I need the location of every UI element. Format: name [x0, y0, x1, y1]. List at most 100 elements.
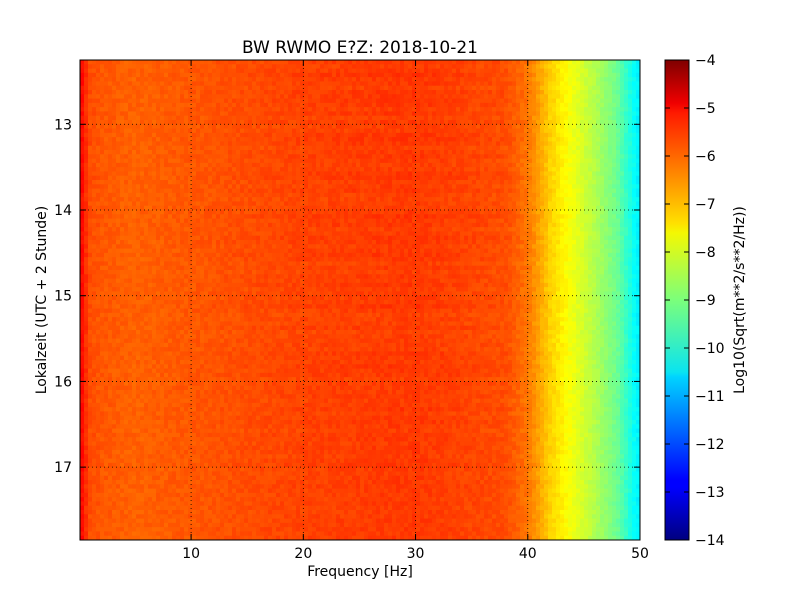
heatmap-cell [452, 146, 457, 151]
heatmap-cell [136, 146, 141, 151]
heatmap-cell [288, 124, 293, 129]
heatmap-cell [568, 73, 573, 78]
heatmap-cell [604, 73, 609, 78]
heatmap-cell [400, 81, 405, 86]
heatmap-cell [372, 201, 377, 206]
heatmap-cell [100, 180, 105, 185]
heatmap-cell [604, 176, 609, 181]
heatmap-cell [616, 129, 621, 134]
heatmap-cell [320, 210, 325, 215]
heatmap-cell [348, 133, 353, 138]
heatmap-cell [548, 81, 553, 86]
heatmap-cell [492, 141, 497, 146]
heatmap-cell [520, 150, 525, 155]
heatmap-cell [88, 60, 93, 65]
heatmap-cell [428, 129, 433, 134]
heatmap-cell [320, 94, 325, 99]
heatmap-cell [464, 103, 469, 108]
heatmap-cell [88, 94, 93, 99]
heatmap-cell [148, 86, 153, 91]
heatmap-cell [260, 86, 265, 91]
heatmap-cell [296, 94, 301, 99]
heatmap-cell [236, 184, 241, 189]
heatmap-cell [328, 73, 333, 78]
heatmap-cell [132, 193, 137, 198]
heatmap-cell [204, 193, 209, 198]
heatmap-cell [228, 150, 233, 155]
heatmap-cell [496, 81, 501, 86]
heatmap-cell [412, 141, 417, 146]
heatmap-cell [456, 146, 461, 151]
heatmap-cell [188, 210, 193, 215]
heatmap-cell [376, 193, 381, 198]
heatmap-cell [380, 137, 385, 142]
heatmap-cell [300, 90, 305, 95]
heatmap-cell [480, 193, 485, 198]
heatmap-cell [252, 197, 257, 202]
heatmap-cell [376, 210, 381, 215]
heatmap-cell [200, 193, 205, 198]
heatmap-cell [500, 90, 505, 95]
heatmap-cell [364, 107, 369, 112]
heatmap-cell [552, 184, 557, 189]
heatmap-cell [232, 73, 237, 78]
heatmap-cell [296, 193, 301, 198]
heatmap-cell [444, 90, 449, 95]
heatmap-cell [608, 189, 613, 194]
heatmap-cell [128, 201, 133, 206]
heatmap-cell [388, 81, 393, 86]
heatmap-cell [404, 201, 409, 206]
heatmap-cell [204, 77, 209, 82]
heatmap-cell [260, 73, 265, 78]
heatmap-cell [268, 167, 273, 172]
heatmap-cell [416, 94, 421, 99]
heatmap-cell [264, 150, 269, 155]
heatmap-cell [148, 171, 153, 176]
heatmap-cell [124, 154, 129, 159]
heatmap-cell [528, 103, 533, 108]
heatmap-cell [524, 77, 529, 82]
heatmap-cell [520, 99, 525, 104]
heatmap-cell [628, 193, 633, 198]
heatmap-cell [200, 60, 205, 65]
heatmap-cell [84, 124, 89, 129]
heatmap-cell [332, 90, 337, 95]
heatmap-cell [440, 193, 445, 198]
heatmap-cell [604, 197, 609, 202]
heatmap-cell [160, 167, 165, 172]
heatmap-cell [556, 103, 561, 108]
heatmap-cell [384, 159, 389, 164]
heatmap-cell [328, 107, 333, 112]
heatmap-cell [316, 197, 321, 202]
heatmap-cell [580, 64, 585, 69]
heatmap-cell [304, 111, 309, 116]
heatmap-cell [576, 86, 581, 91]
heatmap-cell [616, 81, 621, 86]
heatmap-cell [424, 180, 429, 185]
heatmap-cell [320, 99, 325, 104]
heatmap-cell [84, 103, 89, 108]
heatmap-cell [296, 210, 301, 215]
heatmap-cell [596, 111, 601, 116]
heatmap-cell [292, 64, 297, 69]
heatmap-cell [132, 150, 137, 155]
heatmap-cell [184, 189, 189, 194]
heatmap-cell [244, 159, 249, 164]
heatmap-cell [340, 176, 345, 181]
heatmap-cell [376, 64, 381, 69]
heatmap-cell [560, 111, 565, 116]
heatmap-cell [612, 197, 617, 202]
heatmap-cell [364, 184, 369, 189]
heatmap-cell [540, 197, 545, 202]
heatmap-cell [428, 141, 433, 146]
heatmap-cell [440, 64, 445, 69]
heatmap-cell [296, 189, 301, 194]
heatmap-cell [520, 197, 525, 202]
heatmap-cell [160, 111, 165, 116]
heatmap-cell [520, 141, 525, 146]
heatmap-cell [172, 159, 177, 164]
heatmap-cell [388, 124, 393, 129]
heatmap-cell [244, 180, 249, 185]
heatmap-cell [276, 176, 281, 181]
heatmap-cell [96, 64, 101, 69]
